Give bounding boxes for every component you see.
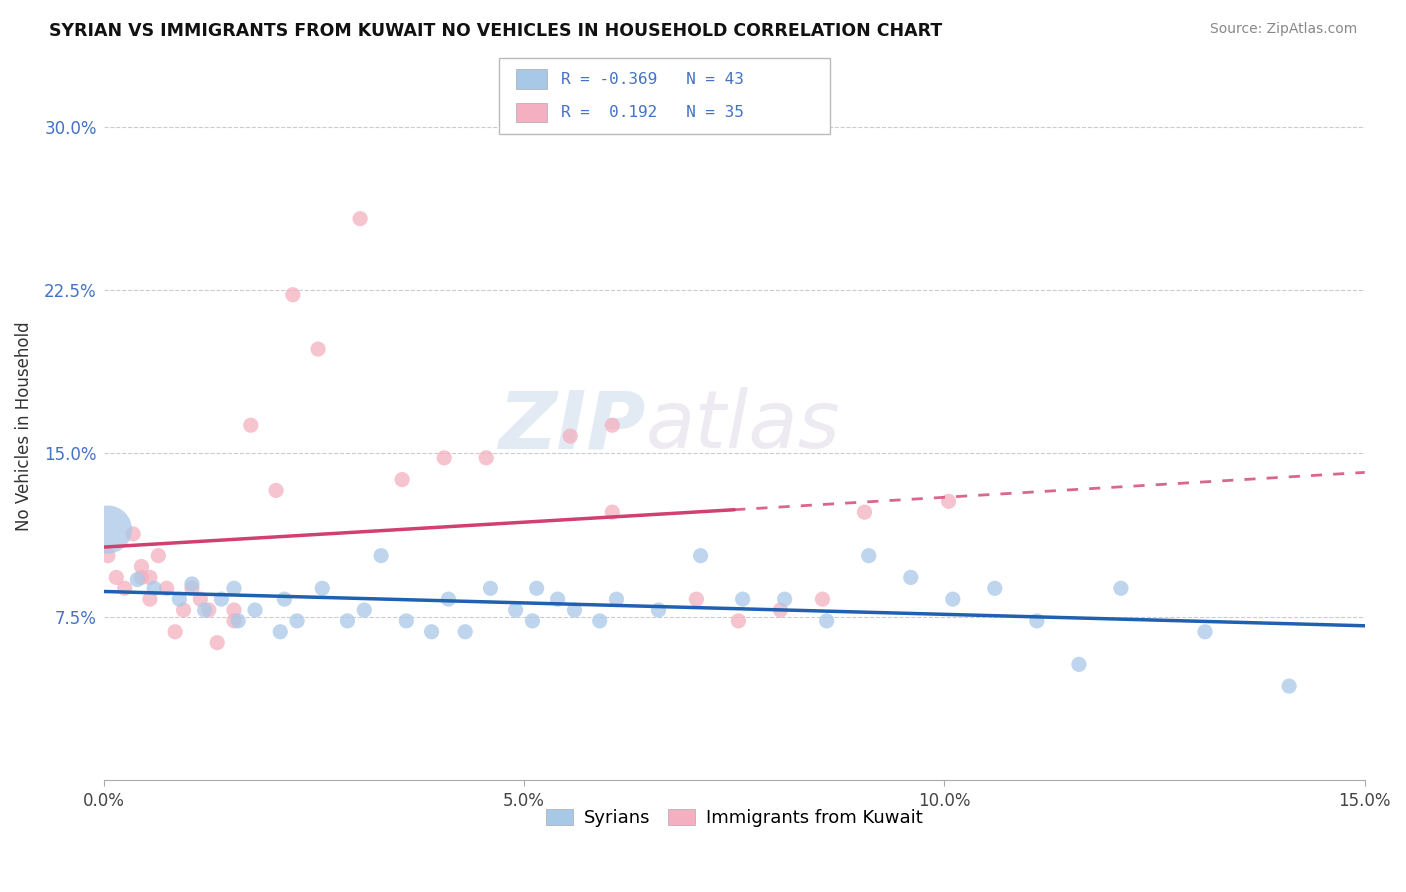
Point [370, 549, 392, 563]
Point [547, 592, 569, 607]
Text: ZIP: ZIP [499, 387, 645, 466]
Point [336, 614, 359, 628]
Point [148, 549, 170, 563]
Point [589, 614, 612, 628]
Point [942, 592, 965, 607]
Point [984, 582, 1007, 596]
Point [1278, 679, 1301, 693]
Point [811, 592, 834, 607]
Point [273, 592, 295, 607]
Point [689, 549, 711, 563]
Point [139, 592, 162, 607]
Point [226, 614, 249, 628]
Point [505, 603, 527, 617]
Point [197, 603, 219, 617]
Legend: Syrians, Immigrants from Kuwait: Syrians, Immigrants from Kuwait [538, 802, 929, 834]
Point [433, 450, 456, 465]
Point [105, 570, 128, 584]
Point [475, 450, 498, 465]
Point [165, 624, 187, 639]
Point [769, 603, 792, 617]
Point [600, 418, 623, 433]
Point [522, 614, 544, 628]
Point [526, 582, 548, 596]
Point [349, 211, 371, 226]
Point [1194, 624, 1216, 639]
Point [685, 592, 707, 607]
Point [395, 614, 418, 628]
Point [139, 570, 162, 584]
Point [127, 573, 149, 587]
Point [479, 582, 502, 596]
Point [858, 549, 880, 563]
Point [243, 603, 266, 617]
Point [938, 494, 960, 508]
Point [420, 624, 443, 639]
Point [727, 614, 749, 628]
Text: atlas: atlas [645, 387, 841, 466]
Point [122, 527, 145, 541]
Point [114, 582, 136, 596]
Point [853, 505, 876, 519]
Point [281, 287, 304, 301]
Text: R = -0.369   N = 43: R = -0.369 N = 43 [561, 71, 744, 87]
Point [311, 582, 333, 596]
Text: SYRIAN VS IMMIGRANTS FROM KUWAIT NO VEHICLES IN HOUSEHOLD CORRELATION CHART: SYRIAN VS IMMIGRANTS FROM KUWAIT NO VEHI… [49, 22, 942, 40]
Text: R =  0.192   N = 35: R = 0.192 N = 35 [561, 105, 744, 120]
Point [285, 614, 308, 628]
Point [1067, 657, 1090, 672]
Point [193, 603, 215, 617]
Point [131, 570, 153, 584]
Point [222, 582, 245, 596]
Point [181, 577, 204, 591]
Point [156, 582, 179, 596]
Point [307, 342, 329, 356]
Point [564, 603, 586, 617]
Point [131, 559, 153, 574]
Point [815, 614, 838, 628]
Point [437, 592, 460, 607]
Text: Source: ZipAtlas.com: Source: ZipAtlas.com [1209, 22, 1357, 37]
Point [773, 592, 796, 607]
Point [143, 582, 166, 596]
Point [269, 624, 291, 639]
Point [391, 473, 413, 487]
Point [190, 592, 212, 607]
Point [605, 592, 627, 607]
Point [264, 483, 287, 498]
Point [181, 582, 204, 596]
Point [222, 603, 245, 617]
Point [173, 603, 195, 617]
Point [1109, 582, 1132, 596]
Point [239, 418, 262, 433]
Point [209, 592, 232, 607]
Point [1025, 614, 1047, 628]
Point [600, 505, 623, 519]
Point [900, 570, 922, 584]
Point [454, 624, 477, 639]
Point [205, 635, 228, 649]
Point [353, 603, 375, 617]
Point [560, 429, 582, 443]
Point [647, 603, 669, 617]
Y-axis label: No Vehicles in Household: No Vehicles in Household [15, 321, 32, 531]
Point [731, 592, 754, 607]
Point [97, 549, 120, 563]
Point [97, 523, 120, 537]
Point [169, 592, 191, 607]
Point [222, 614, 245, 628]
